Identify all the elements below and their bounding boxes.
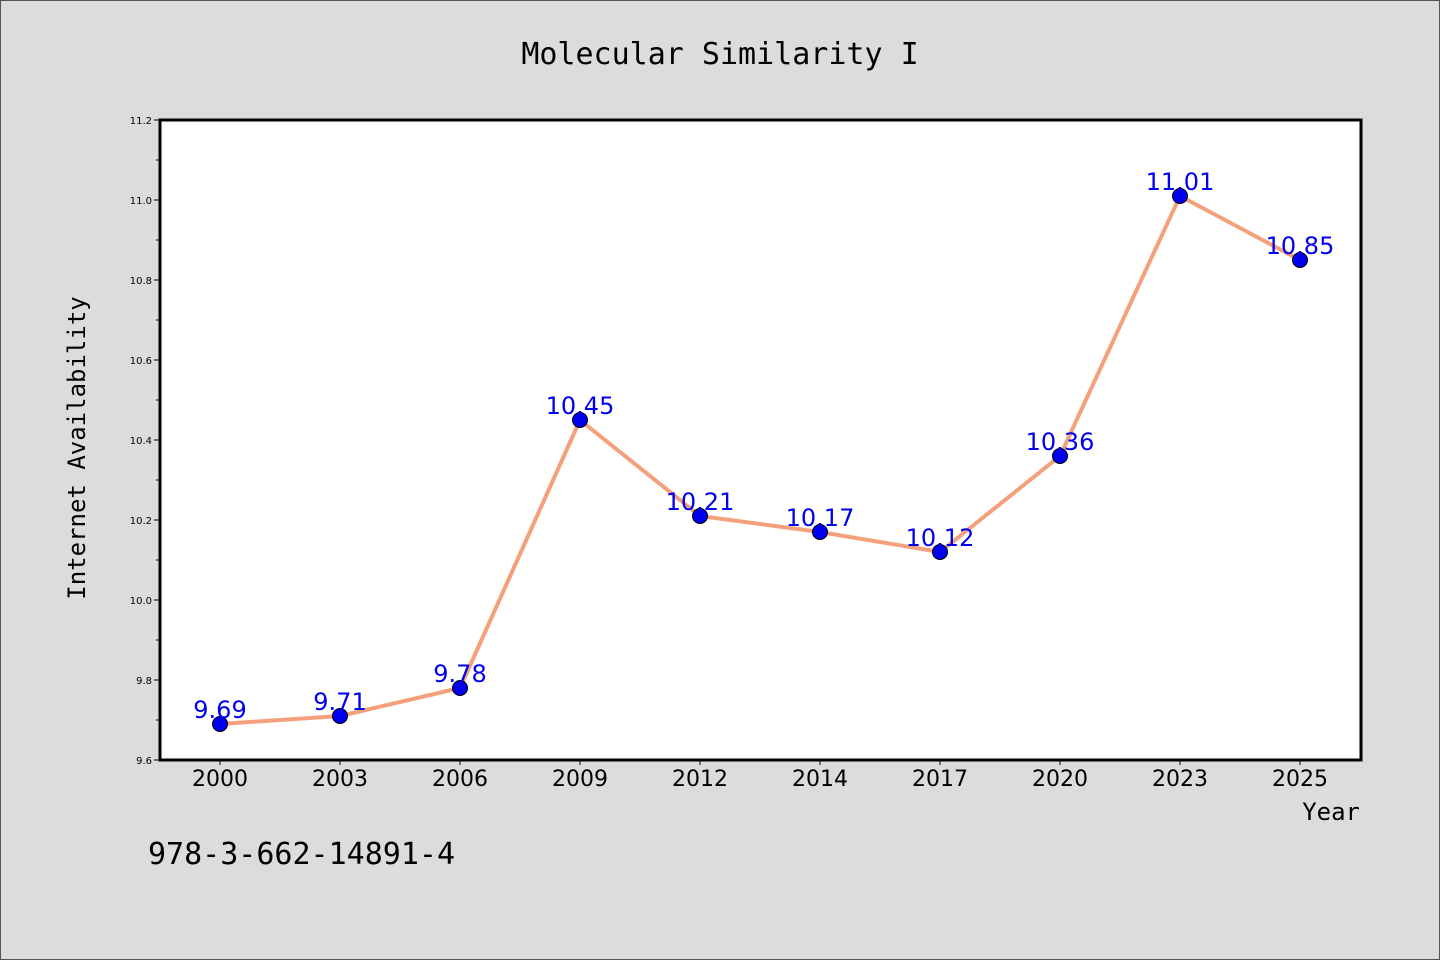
data-label: 10.21 (666, 488, 735, 516)
data-point (572, 412, 588, 428)
data-point (1292, 252, 1308, 268)
y-tick-label: 11.0 (130, 196, 152, 207)
series-line (219, 194, 1301, 726)
plot-area (158, 118, 1363, 762)
x-tick-label: 2014 (792, 767, 848, 792)
chart-title: Molecular Similarity I (521, 37, 918, 72)
data-point (932, 544, 948, 560)
data-label: 10.45 (546, 392, 615, 420)
data-point (692, 508, 708, 524)
data-point (1052, 448, 1068, 464)
data-label: 10.12 (906, 524, 975, 552)
x-tick-label: 2017 (912, 767, 968, 792)
x-tick-label: 2000 (192, 767, 248, 792)
data-label: 10.17 (786, 504, 855, 532)
y-tick-label: 9.6 (136, 756, 152, 767)
x-tick-label: 2003 (312, 767, 368, 792)
y-tick-label: 11.2 (130, 116, 152, 127)
data-point (812, 524, 828, 540)
data-label: 10.36 (1026, 428, 1095, 456)
x-tick-label: 2012 (672, 767, 728, 792)
x-tick-label: 2023 (1152, 767, 1208, 792)
x-axis-label: Year (1302, 798, 1360, 826)
data-label: 9.71 (313, 688, 366, 716)
data-point (452, 680, 468, 696)
isbn-text: 978-3-662-14891-4 (148, 837, 455, 872)
y-tick-label: 10.2 (130, 516, 152, 527)
y-tick-label: 9.8 (136, 676, 152, 687)
data-point (212, 716, 228, 732)
x-tick-label: 2025 (1272, 767, 1328, 792)
data-label: 10.85 (1266, 232, 1335, 260)
data-point (332, 708, 348, 724)
data-label: 9.69 (193, 696, 246, 724)
x-tick-label: 2009 (552, 767, 608, 792)
y-tick-label: 10.6 (130, 356, 152, 367)
y-axis-ticks: 9.6 9.8 10.0 10.2 10.4 10.6 10.8 11.0 11.2 (130, 116, 160, 767)
data-label: 11.01 (1146, 168, 1215, 196)
x-tick-label: 2020 (1032, 767, 1088, 792)
y-axis-label: Internet Availability (63, 296, 91, 599)
series-layer: 9.69 9.71 9.78 10.45 10.21 10.17 10.12 10.36 11.… (193, 168, 1334, 732)
y-tick-label: 10.8 (130, 276, 152, 287)
data-point (1172, 188, 1188, 204)
x-tick-label: 2006 (432, 767, 488, 792)
y-tick-label: 10.0 (130, 596, 152, 607)
x-axis-ticks: 2000 2003 2006 2009 2012 2014 2017 2020 2023 2025 (192, 760, 1328, 792)
y-tick-label: 10.4 (130, 436, 152, 447)
data-label: 9.78 (433, 660, 486, 688)
